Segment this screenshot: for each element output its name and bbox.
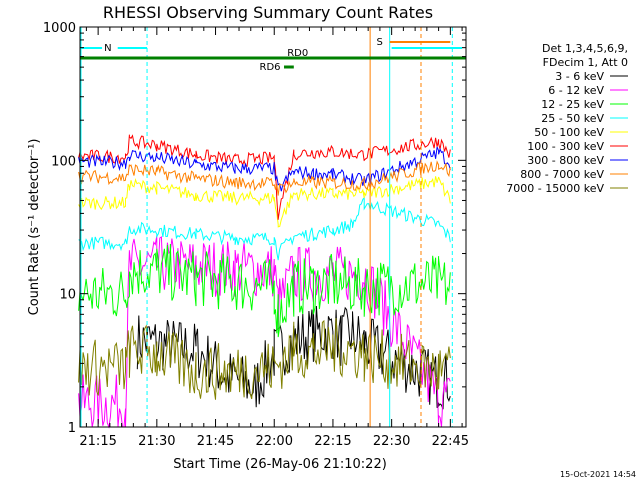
flag-rd0-label: RD0 [287, 48, 308, 59]
x-tick-label: 22:15 [314, 434, 351, 449]
series-line-12-25-kev-0 [78, 243, 451, 338]
x-tick-label: 22:45 [432, 434, 469, 449]
flag-s-label: S [377, 37, 383, 48]
chart-title: RHESSI Observing Summary Count Rates [103, 3, 433, 22]
series-line-25-50-kev-0 [78, 196, 451, 261]
legend-entry-label: 800 - 7000 keV [520, 168, 604, 181]
legend-header-line-1: Det 1,3,4,5,6,9, [542, 42, 628, 55]
y-tick-label: 10 [59, 288, 76, 303]
x-tick-label: 21:15 [79, 434, 116, 449]
flag-rd6-label: RD6 [260, 62, 281, 73]
x-tick-label: 21:45 [197, 434, 234, 449]
plot-frame [79, 26, 467, 428]
plot-layer: N S RD0 RD6 [78, 27, 466, 429]
legend-entry-label: 25 - 50 keV [541, 112, 604, 125]
axes: 1 10 100 1000 21:15 21:30 21:45 22:00 22:15 22:30… [43, 21, 469, 449]
legend: Det 1,3,4,5,6,9, FDecim 1, Att 0 3 - 6 k… [506, 42, 628, 195]
y-tick-label: 1000 [43, 21, 76, 36]
footer-timestamp: 15-Oct-2021 14:54 [560, 470, 636, 479]
x-tick-label: 22:00 [256, 434, 293, 449]
legend-entry-label: 100 - 300 keV [527, 140, 604, 153]
series-line-800-7000-kev-0 [78, 160, 451, 196]
legend-entry-label: 50 - 100 keV [534, 126, 604, 139]
legend-entry-label: 12 - 25 keV [541, 98, 604, 111]
flag-n-label: N [104, 43, 111, 54]
legend-entry-label: 3 - 6 keV [555, 70, 604, 83]
series-line-50-100-kev-0 [78, 176, 451, 228]
series-line-7000-15000-kev-0 [78, 318, 451, 400]
y-axis-label: Count Rate (s⁻¹ detector⁻¹) [27, 139, 42, 316]
x-tick-label: 22:30 [373, 434, 410, 449]
series-line-3-6-kev-0 [136, 305, 451, 410]
legend-entry-label: 300 - 800 keV [527, 154, 604, 167]
series-line-6-12-kev-0 [78, 235, 451, 429]
legend-entry-label: 7000 - 15000 keV [506, 182, 604, 195]
legend-entry-label: 6 - 12 keV [548, 84, 604, 97]
y-tick-label: 1 [68, 421, 76, 436]
series-line-300-800-kev-0 [78, 146, 451, 192]
y-tick-label: 100 [51, 154, 76, 169]
x-axis-label: Start Time (26-May-06 21:10:22) [173, 457, 387, 472]
series-line-100-300-kev-0 [78, 134, 451, 220]
x-tick-label: 21:30 [138, 434, 175, 449]
legend-header-line-2: FDecim 1, Att 0 [543, 56, 628, 69]
